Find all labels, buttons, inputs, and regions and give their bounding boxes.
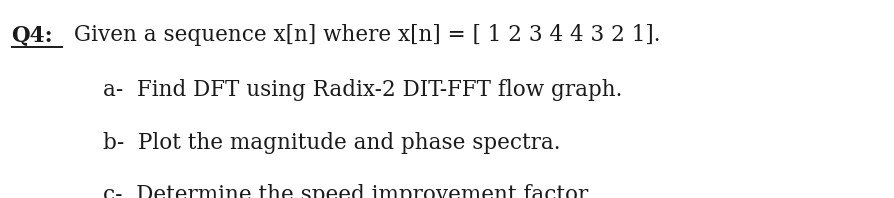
Text: Q4:: Q4: [11, 24, 53, 46]
Text: Given a sequence x[n] where x[n] = [ 1 2 3 4 4 3 2 1].: Given a sequence x[n] where x[n] = [ 1 2… [67, 24, 660, 46]
Text: b-  Plot the magnitude and phase spectra.: b- Plot the magnitude and phase spectra. [103, 132, 560, 154]
Text: c-  Determine the speed improvement factor.: c- Determine the speed improvement facto… [103, 184, 592, 198]
Text: a-  Find DFT using Radix-2 DIT-FFT flow graph.: a- Find DFT using Radix-2 DIT-FFT flow g… [103, 79, 621, 101]
